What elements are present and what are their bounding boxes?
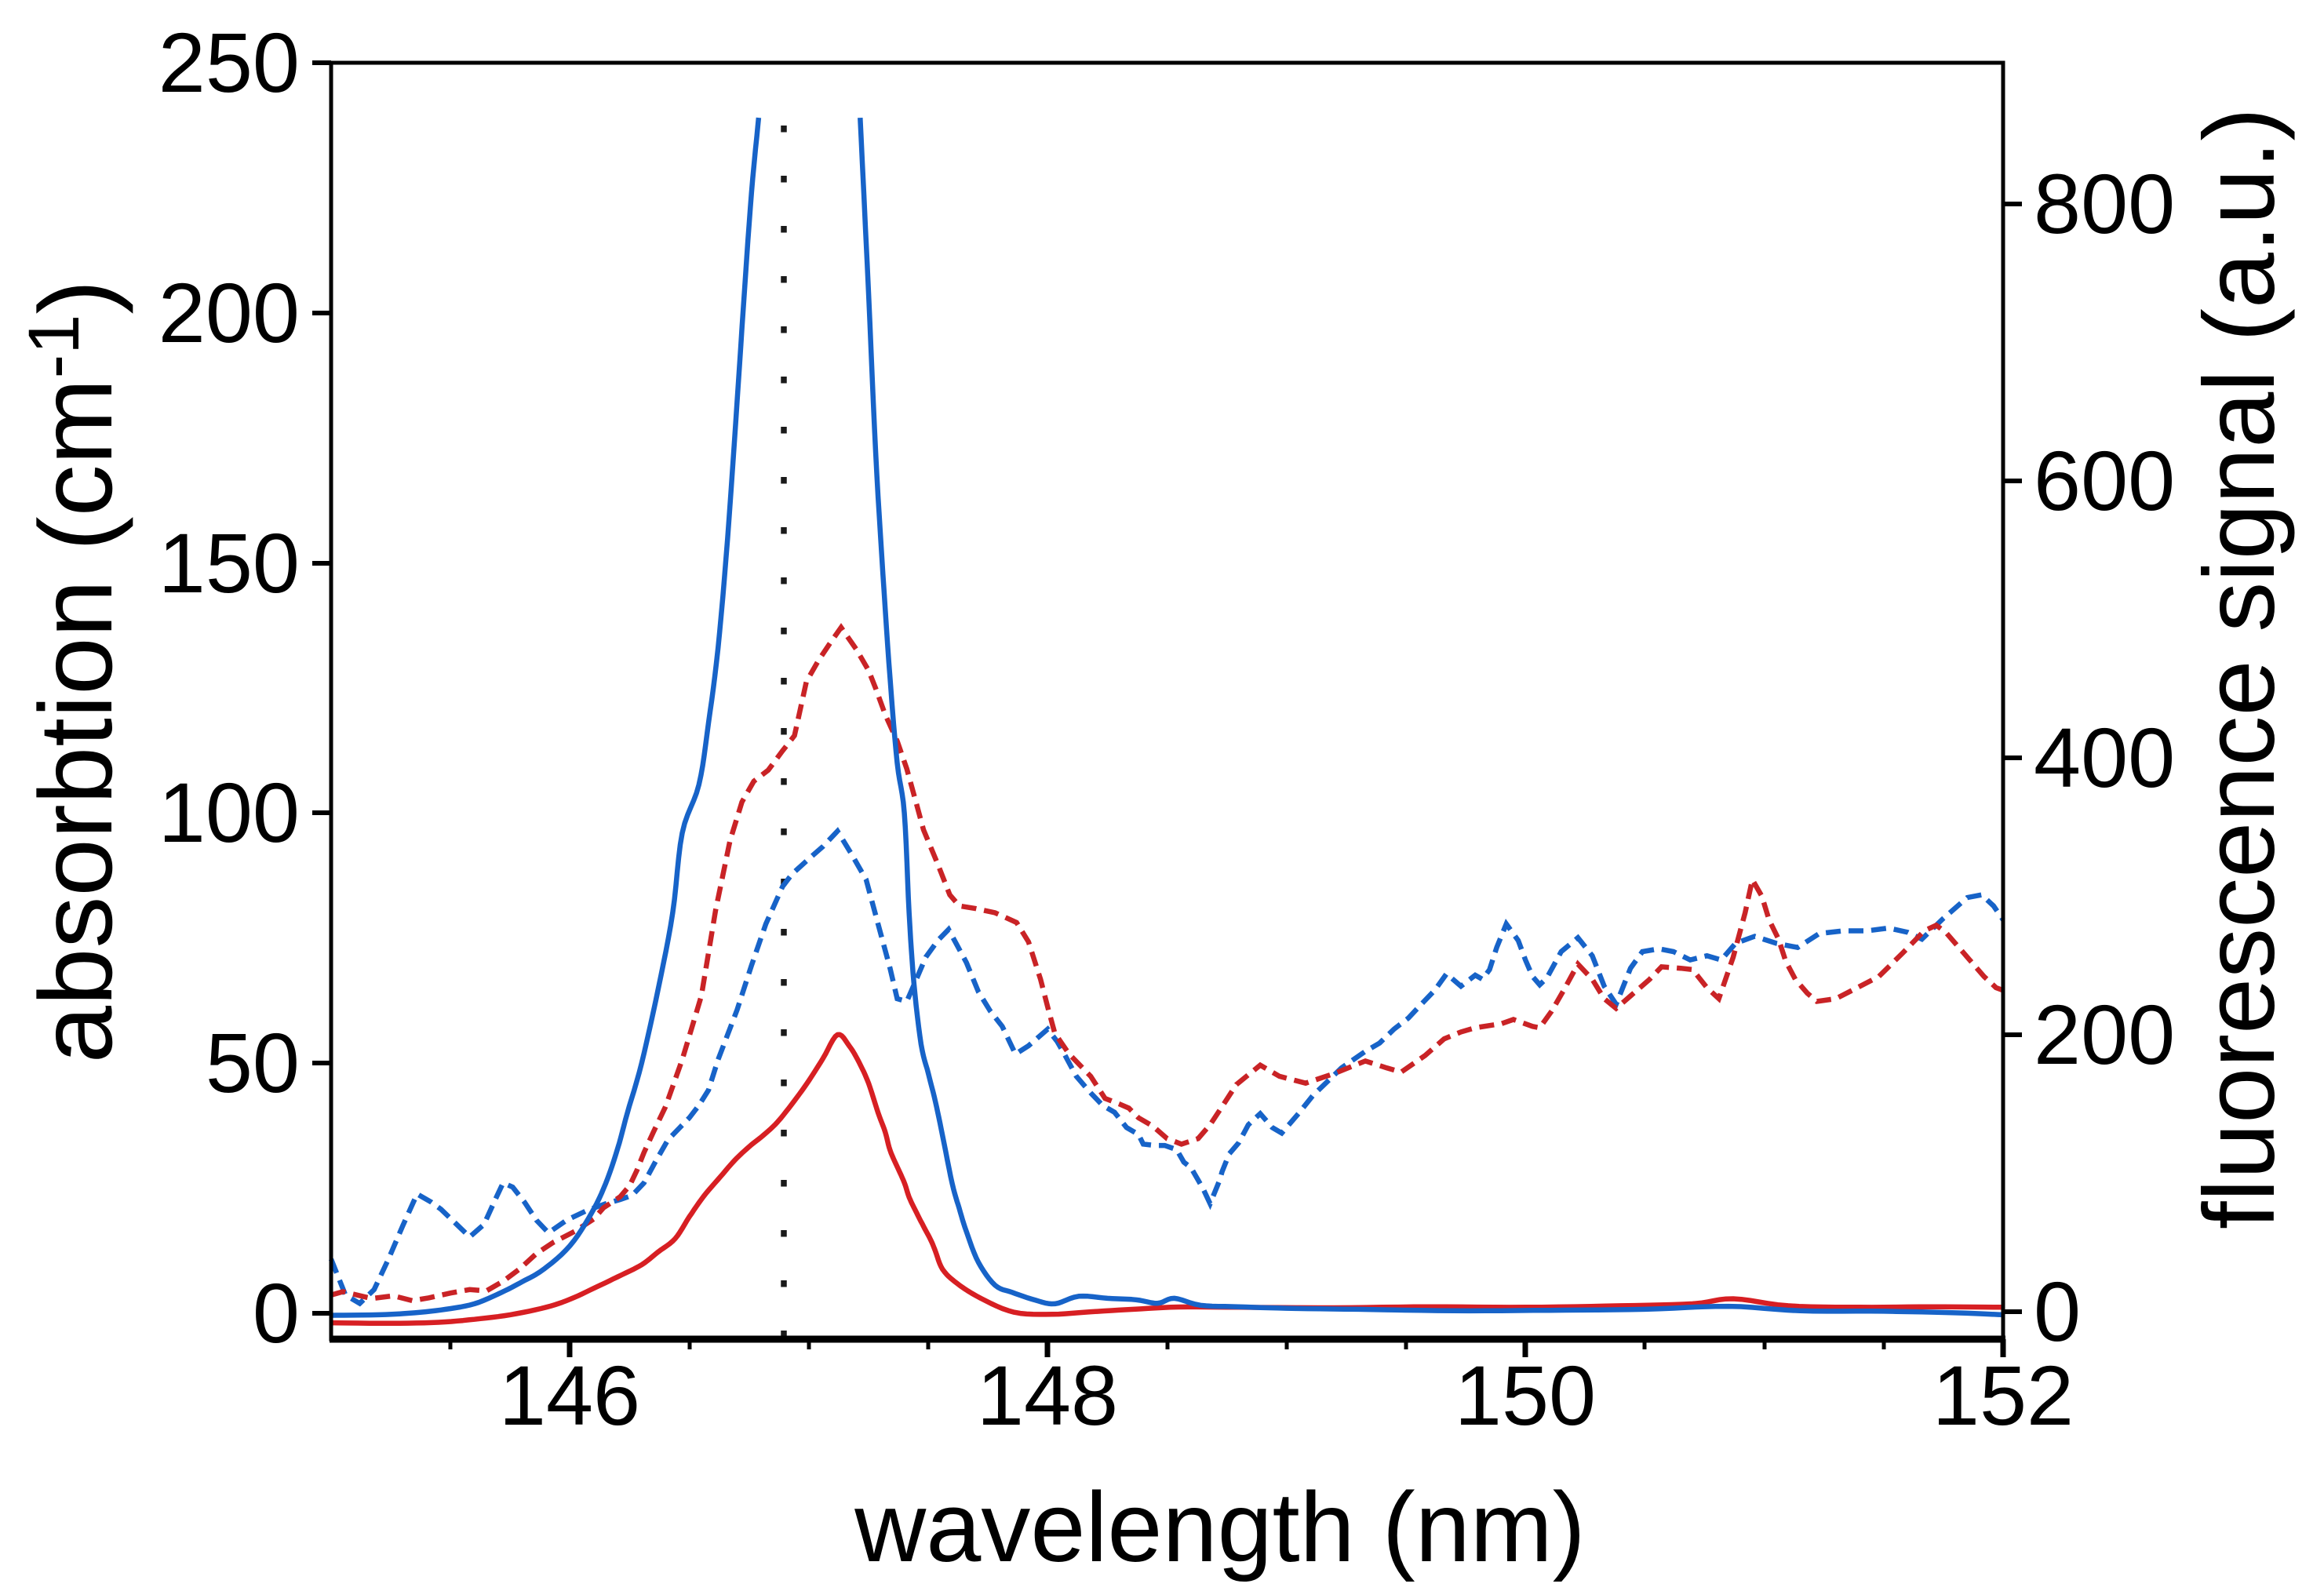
svg-text:150: 150 xyxy=(158,515,300,610)
svg-text:600: 600 xyxy=(2034,433,2175,528)
svg-text:148: 148 xyxy=(977,1348,1118,1443)
svg-text:200: 200 xyxy=(2034,987,2175,1082)
svg-text:150: 150 xyxy=(1455,1348,1596,1443)
svg-text:146: 146 xyxy=(499,1348,640,1443)
svg-text:100: 100 xyxy=(158,765,300,860)
svg-text:50: 50 xyxy=(206,1015,300,1110)
svg-text:250: 250 xyxy=(158,15,300,110)
svg-text:fluorescence signal (a.u.): fluorescence signal (a.u.) xyxy=(2184,107,2296,1229)
svg-text:800: 800 xyxy=(2034,156,2175,251)
svg-text:wavelength (nm): wavelength (nm) xyxy=(854,1472,1585,1582)
svg-text:0: 0 xyxy=(2034,1264,2081,1359)
svg-text:400: 400 xyxy=(2034,710,2175,805)
svg-text:200: 200 xyxy=(158,265,300,360)
svg-text:0: 0 xyxy=(253,1265,300,1360)
svg-text:absorbtion (cm-1): absorbtion (cm-1) xyxy=(14,280,133,1064)
svg-text:152: 152 xyxy=(1932,1348,2074,1443)
